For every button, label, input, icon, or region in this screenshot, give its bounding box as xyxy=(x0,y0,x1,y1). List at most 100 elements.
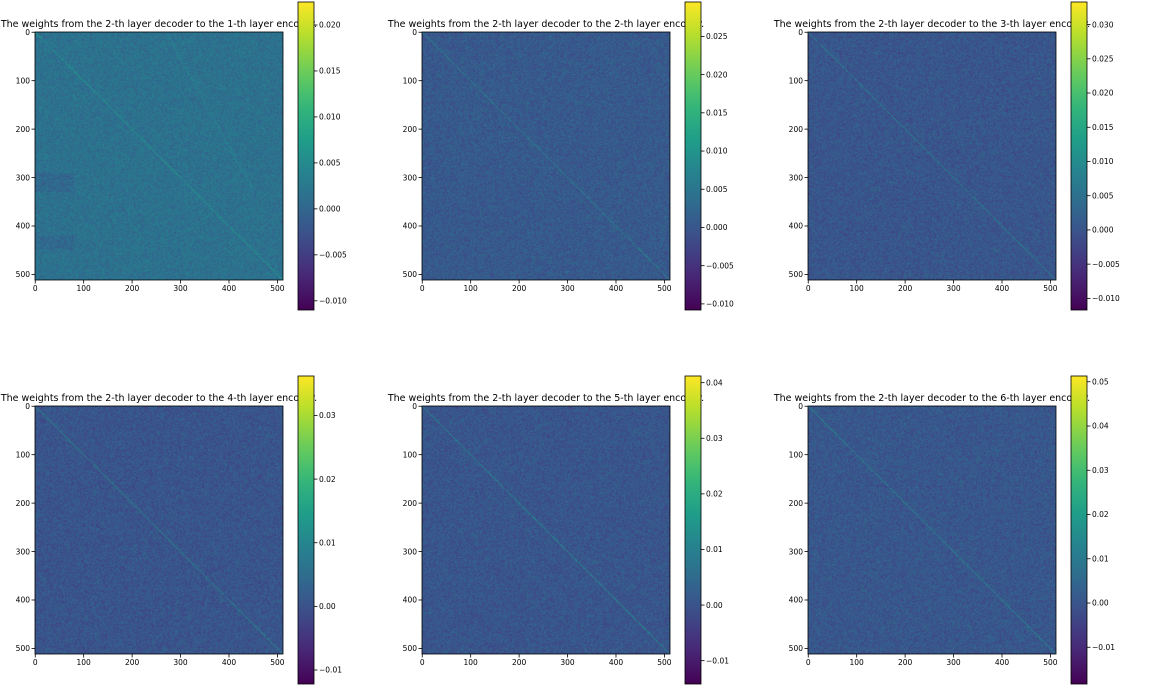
colorbar-tick-label: 0.02 xyxy=(319,475,336,484)
axes-frame xyxy=(807,405,1057,655)
heatmap-image xyxy=(422,406,670,654)
x-tick-label: 400 xyxy=(609,284,624,293)
colorbar-tick-label: 0.02 xyxy=(706,490,723,499)
colorbar-tick-label: 0.015 xyxy=(1092,123,1114,132)
colorbar-tick-label: 0.01 xyxy=(1092,554,1109,563)
colorbar-tick-label: 0.00 xyxy=(319,602,336,611)
heatmap-panel-4: The weights from the 2-th layer decoder … xyxy=(0,375,342,685)
colorbar-tick-label: 0.000 xyxy=(706,223,728,232)
x-tick-label: 300 xyxy=(946,658,961,667)
x-tick-label: 300 xyxy=(173,284,188,293)
y-tick-label: 500 xyxy=(789,644,804,653)
colorbar-tick-label: −0.01 xyxy=(1092,643,1115,652)
x-tick-label: 200 xyxy=(898,284,913,293)
x-tick-label: 200 xyxy=(512,284,527,293)
y-tick-label: 200 xyxy=(403,125,418,134)
heatmap-panel-6: The weights from the 2-th layer decoder … xyxy=(773,375,1115,685)
colorbar-tick-label: −0.005 xyxy=(1092,260,1120,269)
x-tick-label: 0 xyxy=(33,284,38,293)
colorbar xyxy=(684,375,702,685)
x-tick-label: 200 xyxy=(125,658,140,667)
x-tick-label: 400 xyxy=(609,658,624,667)
heatmap-image xyxy=(808,32,1056,280)
colorbar-tick-label: 0.020 xyxy=(319,21,341,30)
colorbar xyxy=(297,375,315,685)
y-tick-label: 500 xyxy=(16,644,31,653)
y-tick-label: 0 xyxy=(412,402,417,411)
x-tick-label: 0 xyxy=(420,284,425,293)
colorbar-tick-label: 0.00 xyxy=(1092,599,1109,608)
x-tick-label: 500 xyxy=(270,284,285,293)
y-tick-label: 0 xyxy=(412,28,417,37)
colorbar-tick-label: 0.04 xyxy=(1092,422,1109,431)
y-tick-label: 400 xyxy=(789,596,804,605)
axes-frame xyxy=(34,405,284,655)
colorbar-tick-label: 0.000 xyxy=(1092,226,1114,235)
y-tick-label: 500 xyxy=(16,270,31,279)
colorbar-tick-label: 0.030 xyxy=(1092,20,1114,29)
y-tick-label: 100 xyxy=(789,76,804,85)
x-tick-label: 400 xyxy=(995,284,1010,293)
y-tick-label: 200 xyxy=(16,499,31,508)
colorbar-tick-label: 0.000 xyxy=(319,205,341,214)
x-tick-label: 200 xyxy=(512,658,527,667)
y-tick-label: 100 xyxy=(403,76,418,85)
y-tick-label: 500 xyxy=(789,270,804,279)
y-tick-label: 100 xyxy=(403,450,418,459)
x-tick-label: 400 xyxy=(222,658,237,667)
colorbar-tick-label: 0.010 xyxy=(706,147,728,156)
colorbar-tick-label: 0.05 xyxy=(1092,377,1109,386)
colorbar-tick-label: −0.010 xyxy=(319,297,347,306)
x-tick-label: 0 xyxy=(420,658,425,667)
heatmap-title: The weights from the 2-th layer decoder … xyxy=(387,19,704,30)
y-tick-label: 0 xyxy=(798,28,803,37)
colorbar-tick-label: 0.03 xyxy=(1092,466,1109,475)
colorbar-tick-label: −0.005 xyxy=(706,261,734,270)
heatmap-image xyxy=(808,406,1056,654)
heatmap-title: The weights from the 2-th layer decoder … xyxy=(387,393,704,404)
colorbar-tick-label: 0.03 xyxy=(319,411,336,420)
y-tick-label: 400 xyxy=(403,222,418,231)
colorbar-tick-label: 0.025 xyxy=(1092,55,1114,64)
heatmap-panel-5: The weights from the 2-th layer decoder … xyxy=(387,375,729,685)
colorbar-tick-label: −0.01 xyxy=(706,656,729,665)
x-tick-label: 200 xyxy=(898,658,913,667)
axes-frame xyxy=(421,405,671,655)
x-tick-label: 0 xyxy=(806,658,811,667)
y-tick-label: 0 xyxy=(25,402,30,411)
heatmap-title: The weights from the 2-th layer decoder … xyxy=(0,19,317,30)
y-tick-label: 0 xyxy=(798,402,803,411)
y-tick-label: 400 xyxy=(789,222,804,231)
x-tick-label: 0 xyxy=(806,284,811,293)
colorbar-tick-label: −0.01 xyxy=(319,666,342,675)
y-tick-label: 500 xyxy=(403,644,418,653)
y-tick-label: 400 xyxy=(16,222,31,231)
colorbar xyxy=(1070,375,1088,685)
x-tick-label: 0 xyxy=(33,658,38,667)
colorbar-tick-label: 0.01 xyxy=(319,538,336,547)
heatmap-image xyxy=(422,32,670,280)
heatmap-image xyxy=(35,406,283,654)
x-tick-label: 100 xyxy=(850,658,865,667)
colorbar-tick-label: 0.005 xyxy=(1092,191,1114,200)
colorbar-tick-label: 0.01 xyxy=(706,545,723,554)
y-tick-label: 100 xyxy=(16,76,31,85)
heatmap-panel-3: The weights from the 2-th layer decoder … xyxy=(773,1,1120,311)
x-tick-label: 100 xyxy=(464,284,479,293)
colorbar-tick-label: 0.020 xyxy=(706,70,728,79)
x-tick-label: 100 xyxy=(77,284,92,293)
colorbar-tick-label: 0.015 xyxy=(706,109,728,118)
x-tick-label: 400 xyxy=(222,284,237,293)
colorbar-tick-label: 0.00 xyxy=(706,601,723,610)
y-tick-label: 300 xyxy=(403,173,418,182)
colorbar-tick-label: 0.005 xyxy=(706,185,728,194)
axes-frame xyxy=(807,31,1057,281)
y-tick-label: 400 xyxy=(16,596,31,605)
y-tick-label: 400 xyxy=(403,596,418,605)
colorbar xyxy=(684,1,702,311)
colorbar xyxy=(297,1,315,311)
x-tick-label: 100 xyxy=(850,284,865,293)
colorbar-tick-label: 0.03 xyxy=(706,434,723,443)
colorbar-tick-label: 0.020 xyxy=(1092,89,1114,98)
